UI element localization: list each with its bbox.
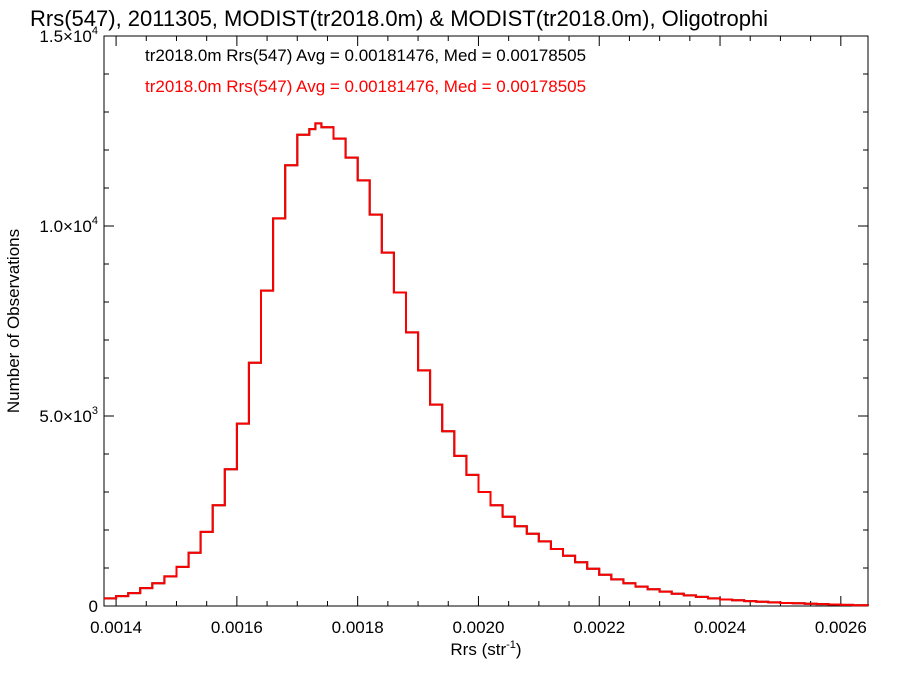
x-tick-label: 0.0020	[452, 618, 504, 637]
y-tick-labels: 0 5.0×103 1.0×104 1.5×104	[39, 25, 98, 616]
x-tick-label: 0.0022	[573, 618, 625, 637]
annotation-black: tr2018.0m Rrs(547) Avg = 0.00181476, Med…	[145, 46, 586, 65]
series-lines	[104, 122, 869, 607]
x-tick-label: 0.0016	[211, 618, 263, 637]
x-tick-label: 0.0018	[332, 618, 384, 637]
x-tick-label: 0.0014	[90, 618, 142, 637]
histogram-series-0	[104, 122, 869, 607]
y-tick-label: 1.0×104	[39, 215, 98, 236]
plot-frame	[103, 35, 869, 607]
x-tick-label: 0.0026	[815, 618, 867, 637]
y-tick-label: 0	[89, 597, 98, 616]
histogram-series-1	[104, 122, 869, 607]
x-axis-label: Rrs (str-1)	[450, 639, 521, 659]
y-axis-label: Number of Observations	[4, 229, 23, 413]
x-tick-label: 0.0024	[694, 618, 746, 637]
annotation-red: tr2018.0m Rrs(547) Avg = 0.00181476, Med…	[145, 77, 586, 96]
x-tick-labels: 0.0014 0.0016 0.0018 0.0020 0.0022 0.0024 0.00…	[90, 618, 867, 637]
axis-ticks	[104, 35, 868, 607]
y-tick-label: 1.5×104	[39, 25, 98, 46]
y-tick-label: 5.0×103	[39, 405, 98, 426]
chart-title: Rrs(547), 2011305, MODIST(tr2018.0m) & M…	[30, 6, 768, 31]
